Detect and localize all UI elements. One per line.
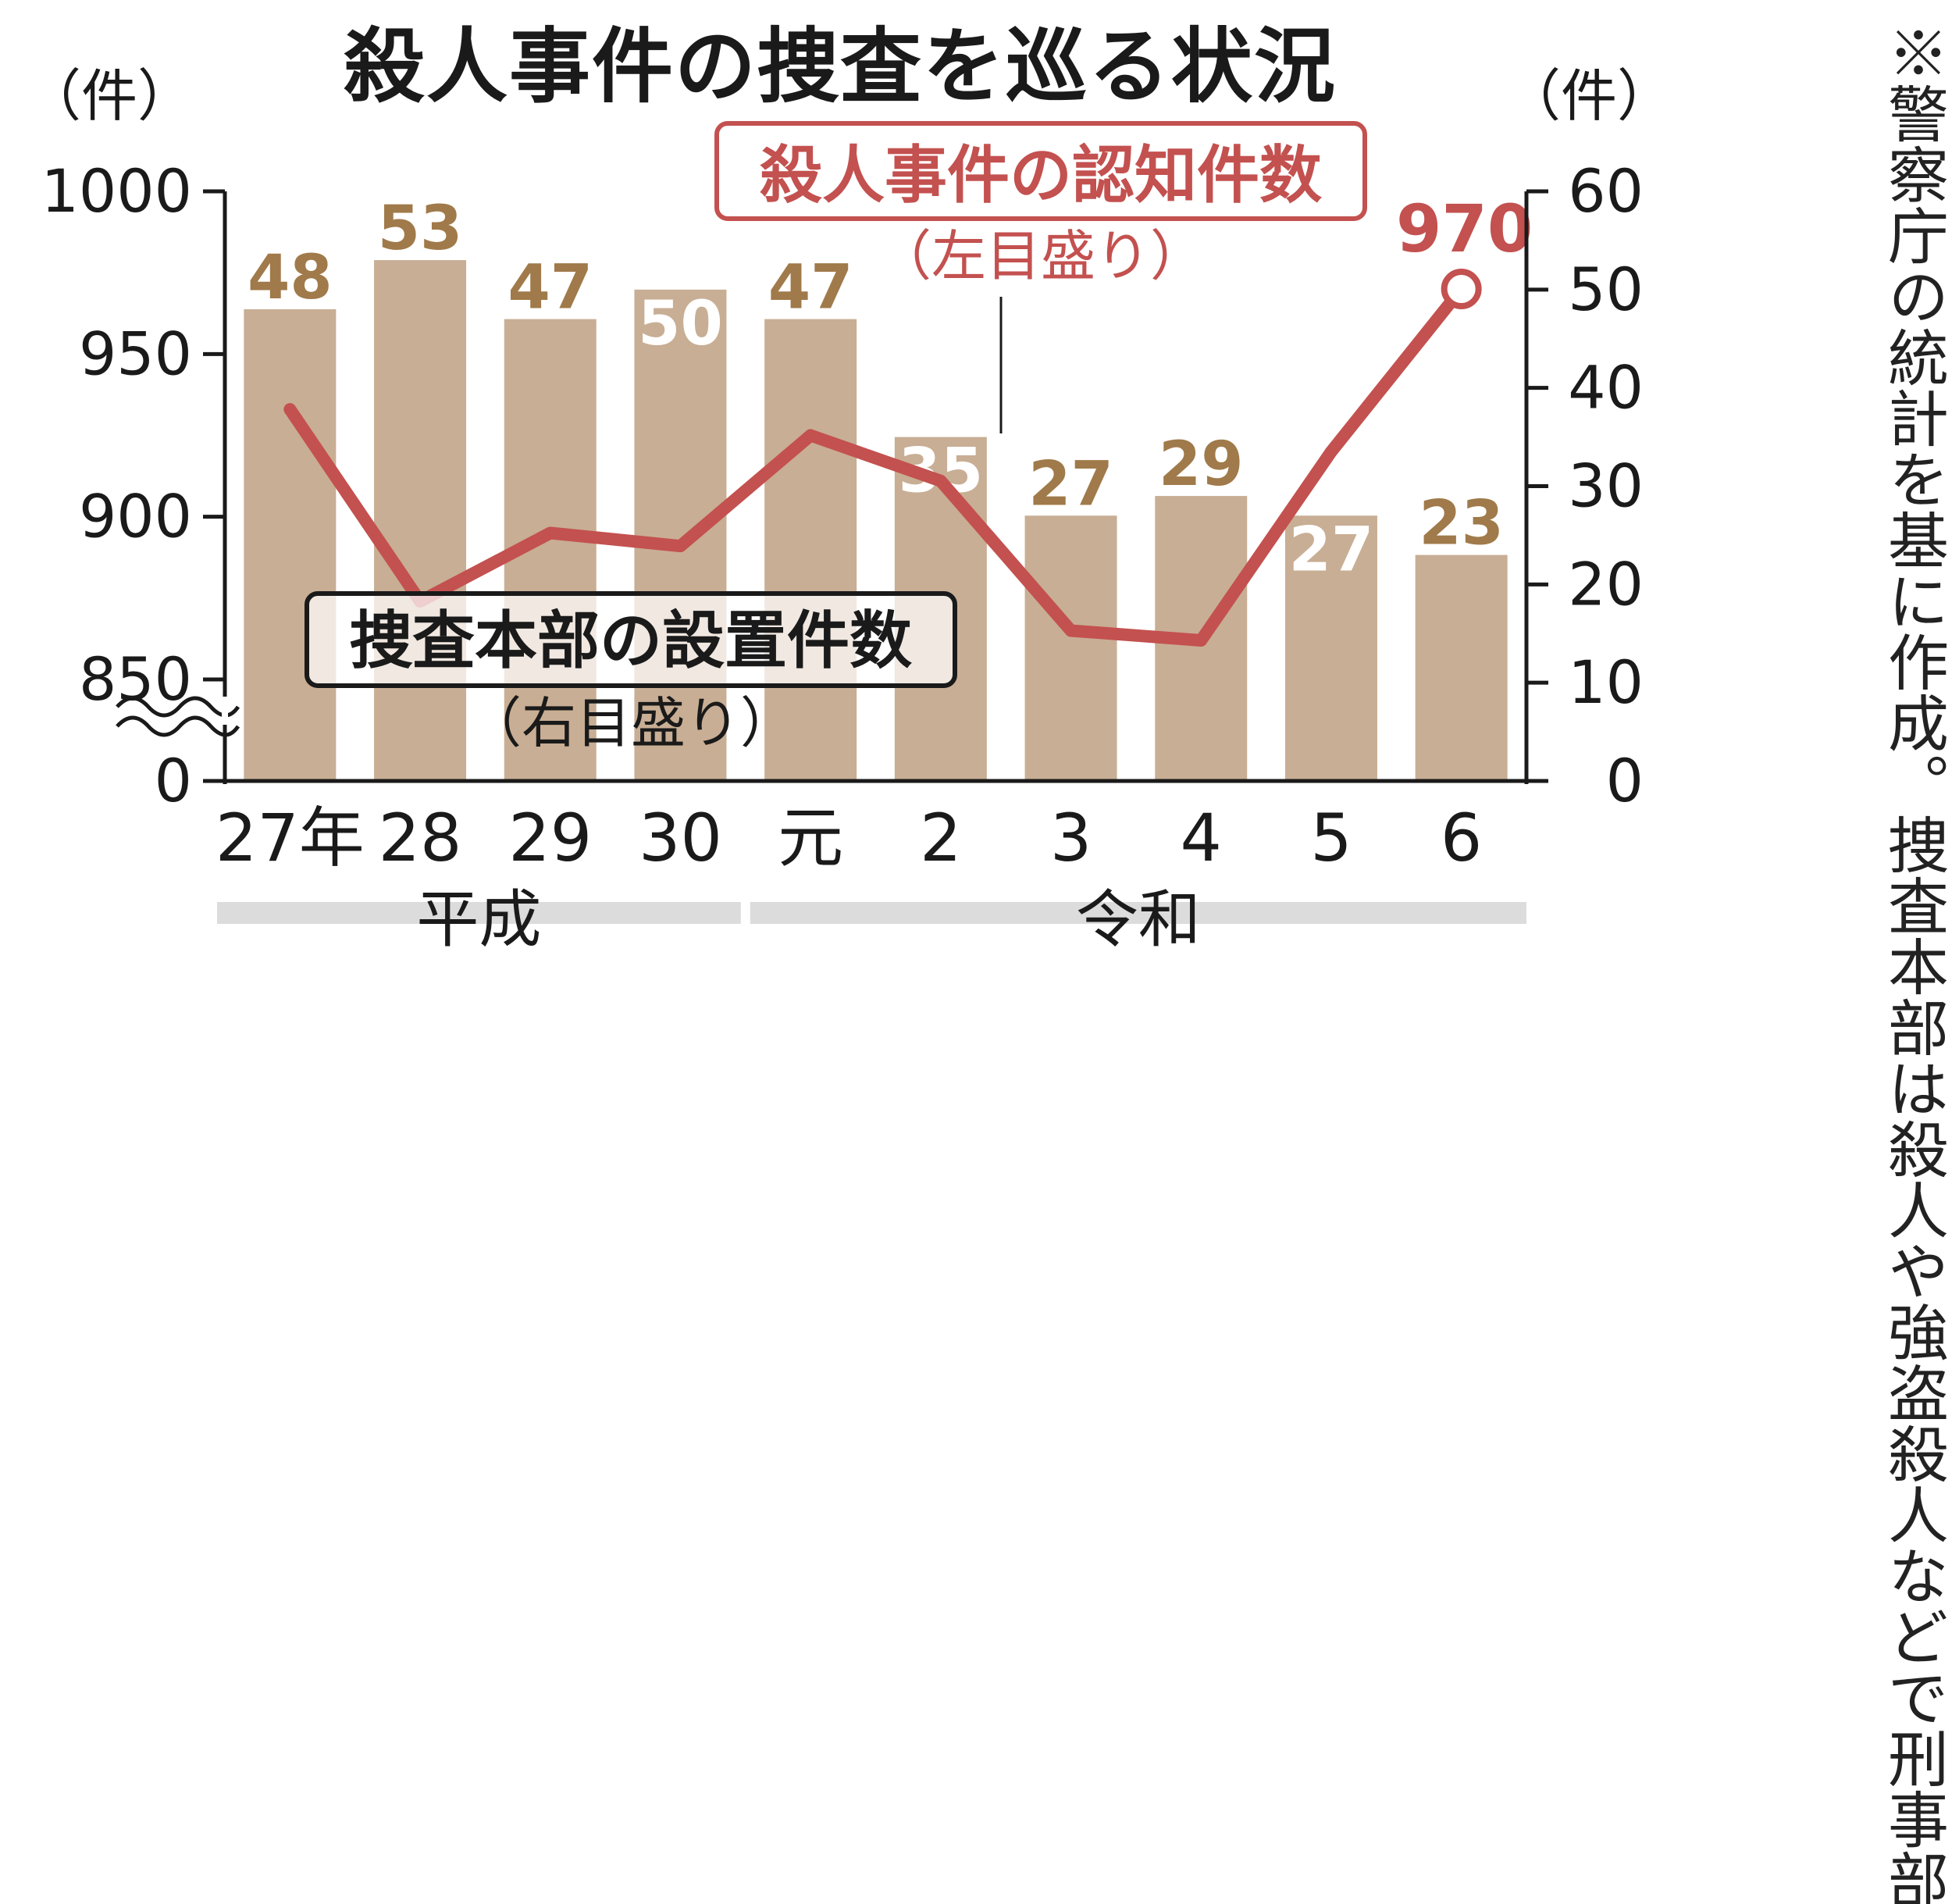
bar <box>634 289 727 781</box>
category-label: 30 <box>639 800 722 876</box>
line-series <box>283 283 1468 647</box>
bar <box>244 309 337 781</box>
right-axis-tick-label: 20 <box>1568 549 1644 619</box>
bar-value-label: 48 <box>248 243 333 313</box>
category-label: 27年 <box>215 800 365 876</box>
bar-value-label: 47 <box>768 253 853 323</box>
line-end-marker <box>1441 269 1482 309</box>
right-axis-tick-label: 30 <box>1568 451 1644 521</box>
era-band <box>217 902 741 924</box>
chart-title: 殺人事件の捜査を巡る状況 <box>344 19 1337 114</box>
bar <box>374 260 467 781</box>
axis-break-gap <box>222 697 228 725</box>
bar-value-label: 47 <box>508 253 593 323</box>
era-label: 令和 <box>1076 883 1201 952</box>
bar-value-label: 53 <box>378 194 463 264</box>
axis-break-symbol <box>116 715 240 737</box>
bar-value-label: 27 <box>1289 515 1374 585</box>
category-label: 2 <box>920 800 961 876</box>
bar <box>764 319 857 781</box>
bar-value-label: 27 <box>1028 449 1113 519</box>
category-label: 6 <box>1441 800 1482 876</box>
right-axis-tick-label: 50 <box>1568 255 1644 324</box>
category-label: 元 <box>778 800 843 876</box>
left-axis-tick-label: 850 <box>79 644 192 714</box>
right-axis-tick-label: 40 <box>1568 353 1644 423</box>
era-label: 平成 <box>416 883 541 952</box>
right-axis-unit: （件） <box>1505 63 1673 129</box>
category-label: 29 <box>508 800 592 876</box>
legend-line-name: 殺人事件の認知件数 <box>760 139 1322 212</box>
right-axis-tick-label: 0 <box>1606 746 1644 815</box>
axis-break-symbol <box>116 696 240 718</box>
left-axis-tick-label: 0 <box>155 746 192 815</box>
right-axis-tick-label: 60 <box>1568 156 1644 226</box>
legend-line-box <box>714 121 1367 221</box>
category-label: 3 <box>1050 800 1092 876</box>
era-band <box>750 902 1526 924</box>
bar <box>1284 515 1377 781</box>
footnote: ※警察庁の統計を基に作成。捜査本部は殺人や強盗殺人などで刑事部長を長として設置さ… <box>1878 22 1948 1904</box>
bar-value-label: 29 <box>1159 430 1244 500</box>
legend-bar-scale: （右目盛り） <box>467 691 795 755</box>
left-axis-unit: （件） <box>25 63 194 129</box>
bar <box>1415 554 1508 781</box>
legend-bar-name: 捜査本部の設置件数 <box>350 604 912 677</box>
left-axis-tick-label: 900 <box>79 482 192 551</box>
legend-line-scale: （左目盛り） <box>877 224 1205 288</box>
line-end-label: 970 <box>1396 191 1533 267</box>
bar-value-label: 50 <box>638 289 723 359</box>
right-axis-tick-label: 10 <box>1568 647 1644 717</box>
left-axis-tick-label: 950 <box>79 319 192 388</box>
bar-value-label: 23 <box>1419 489 1504 559</box>
category-label: 5 <box>1310 800 1352 876</box>
category-label: 28 <box>379 800 462 876</box>
left-axis-tick-label: 1000 <box>41 156 192 226</box>
category-label: 4 <box>1181 800 1222 876</box>
bar <box>1024 515 1117 781</box>
legend-bar-box <box>305 591 957 688</box>
